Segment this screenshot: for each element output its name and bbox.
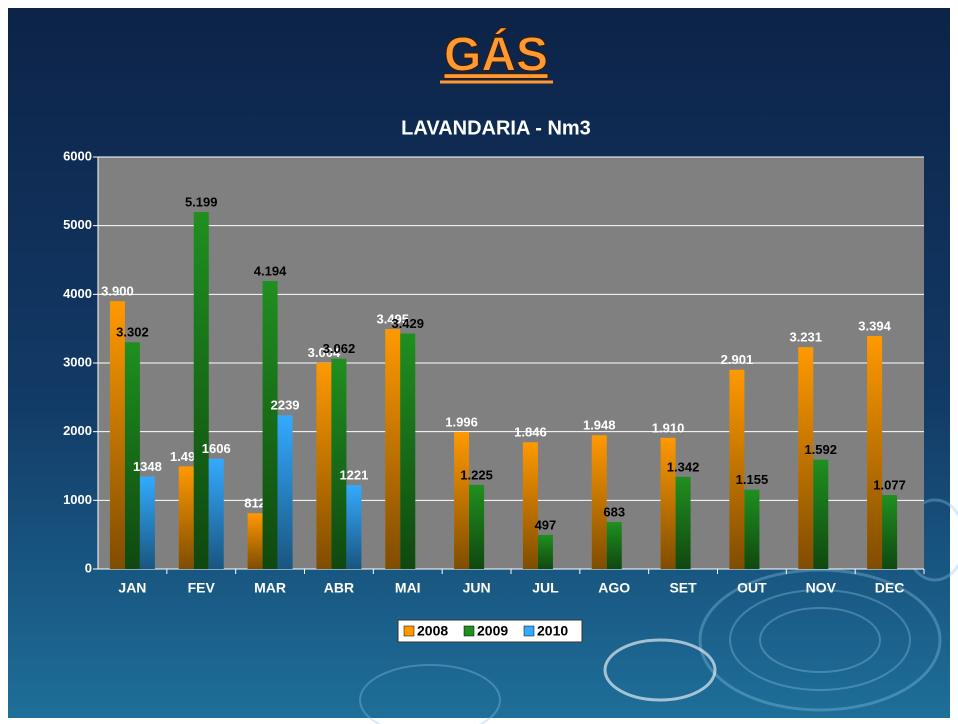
y-tick-label: 4000 — [63, 286, 92, 301]
bar-shade — [208, 458, 224, 569]
data-label: 1.225 — [460, 467, 493, 482]
legend-label: 2008 — [417, 623, 448, 639]
bar-shade — [139, 476, 155, 569]
ripples — [359, 498, 958, 724]
bar-shade — [385, 329, 401, 569]
x-tick-label: MAR — [254, 580, 286, 596]
data-label: 1.342 — [667, 459, 700, 474]
bar-shade — [798, 347, 814, 569]
data-label: 4.194 — [254, 263, 287, 278]
bar-shade — [606, 522, 622, 569]
data-label: 1.592 — [804, 442, 837, 457]
chart: 0 1000 2000 3000 4000 5000 6000 JAN 3.900 3.302 13… — [63, 148, 925, 643]
data-label: 3.302 — [116, 325, 149, 340]
bar-shade — [193, 212, 209, 569]
x-tick-label: OUT — [737, 580, 767, 596]
data-label: 1.155 — [736, 472, 769, 487]
bar-shade — [331, 358, 347, 569]
legend-swatch — [523, 625, 535, 637]
data-label: 1606 — [202, 441, 231, 456]
data-label: 3.900 — [101, 284, 134, 299]
data-label: 3.062 — [323, 341, 356, 356]
y-tick-label: 5000 — [63, 217, 92, 232]
bar-shade — [178, 466, 194, 569]
y-tick-label: 6000 — [63, 148, 92, 163]
y-tick-label: 1000 — [63, 492, 92, 507]
data-label: 3.429 — [391, 316, 424, 331]
x-tick-label: FEV — [188, 580, 216, 596]
bar-shade — [346, 485, 362, 569]
bar-shade — [591, 435, 607, 569]
data-label: 1.996 — [445, 414, 478, 429]
data-label: 2239 — [271, 398, 300, 413]
bar-shade — [469, 484, 485, 569]
legend: 2008 2009 2010 — [397, 619, 583, 643]
data-label: 1.846 — [514, 425, 547, 440]
bar-shade — [262, 281, 278, 569]
chart-subtitle: LAVANDARIA - Nm3 — [401, 117, 591, 139]
x-tick-label: NOV — [806, 580, 837, 596]
x-tick-label: SET — [669, 580, 697, 596]
bar-shade — [813, 459, 829, 569]
x-tick-label: ABR — [324, 580, 354, 596]
legend-swatch — [463, 625, 475, 637]
data-label: 3.004 — [308, 345, 341, 360]
data-label: 5.199 — [185, 194, 218, 209]
legend-box — [397, 619, 583, 643]
legend-swatch — [403, 625, 415, 637]
data-label: 1.948 — [583, 418, 616, 433]
data-label: 812 — [244, 496, 266, 511]
y-tick-label: 2000 — [63, 423, 92, 438]
data-label: 497 — [535, 517, 557, 532]
bar-shade — [867, 335, 883, 569]
y-tick-label: 0 — [85, 560, 92, 575]
bar-shade — [522, 442, 538, 569]
x-tick-label: MAI — [395, 580, 421, 596]
data-label: 3.495 — [376, 311, 409, 326]
y-tick-label: 3000 — [63, 354, 92, 369]
x-tick-label: JUL — [532, 580, 559, 596]
bar-shade — [882, 495, 898, 569]
bar-shade — [400, 333, 416, 569]
data-label: 3.394 — [858, 318, 891, 333]
bar-shade — [660, 437, 676, 569]
data-label: 3.231 — [789, 330, 822, 345]
data-label: 683 — [603, 505, 625, 520]
bar-shade — [109, 301, 125, 569]
bar-shade — [124, 342, 140, 569]
bar-shade — [675, 476, 691, 569]
x-tick-label: DEC — [875, 580, 905, 596]
bar-shade — [744, 489, 760, 569]
legend-label: 2010 — [537, 623, 568, 639]
x-tick-label: JAN — [118, 580, 146, 596]
data-label: 1348 — [133, 459, 162, 474]
legend-label: 2009 — [477, 623, 508, 639]
bar-shade — [316, 362, 332, 569]
bar-shade — [247, 513, 263, 569]
data-label: 2.901 — [721, 352, 754, 367]
data-label: 1.910 — [652, 420, 685, 435]
x-tick-label: JUN — [463, 580, 491, 596]
x-tick-label: AGO — [598, 580, 630, 596]
slide-title: GÁS — [444, 28, 548, 82]
bar-shade — [729, 369, 745, 569]
bar-shade — [454, 431, 470, 569]
bar-shade — [277, 415, 293, 569]
bar-shade — [537, 534, 553, 569]
data-label: 1.077 — [873, 477, 906, 492]
data-label: 1221 — [339, 468, 368, 483]
